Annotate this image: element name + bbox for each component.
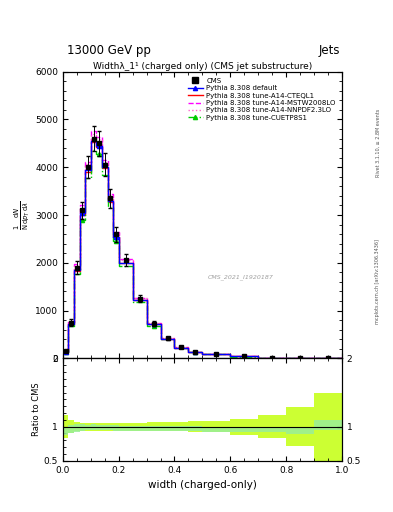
Text: 13000 GeV pp: 13000 GeV pp: [67, 45, 151, 57]
Y-axis label: $\frac{1}{\mathrm{N}}\frac{\mathrm{d}N}{\mathrm{d}p_T\,\mathrm{d}\lambda}$: $\frac{1}{\mathrm{N}}\frac{\mathrm{d}N}{…: [13, 200, 32, 230]
Legend: CMS, Pythia 8.308 default, Pythia 8.308 tune-A14-CTEQL1, Pythia 8.308 tune-A14-M: CMS, Pythia 8.308 default, Pythia 8.308 …: [185, 75, 338, 124]
Y-axis label: Ratio to CMS: Ratio to CMS: [32, 383, 41, 436]
Title: Widthλ_1¹ (charged only) (CMS jet substructure): Widthλ_1¹ (charged only) (CMS jet substr…: [93, 62, 312, 71]
Text: mcplots.cern.ch [arXiv:1306.3436]: mcplots.cern.ch [arXiv:1306.3436]: [375, 239, 380, 324]
Text: Rivet 3.1.10, ≥ 2.8M events: Rivet 3.1.10, ≥ 2.8M events: [375, 109, 380, 178]
Text: CMS_2021_I1920187: CMS_2021_I1920187: [208, 274, 274, 280]
X-axis label: width (charged-only): width (charged-only): [148, 480, 257, 490]
Text: Jets: Jets: [318, 45, 340, 57]
